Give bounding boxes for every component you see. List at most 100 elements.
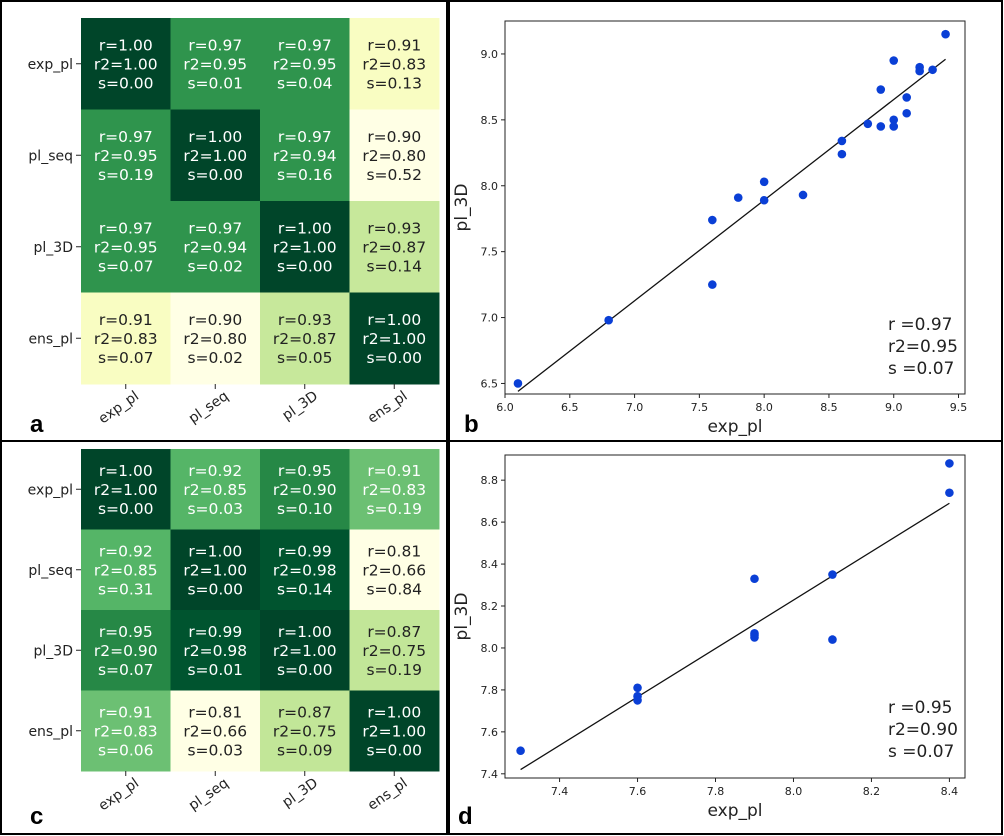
y-tick-label: 8.0: [481, 180, 499, 193]
data-point: [733, 193, 743, 202]
regression-line: [517, 58, 946, 392]
cell-value-r: r=1.00: [99, 462, 153, 480]
cell-value-r2: r2=0.87: [273, 330, 337, 348]
y-tick-label: 7.0: [481, 312, 499, 325]
cell-value-r: r=0.97: [188, 36, 242, 54]
cell-value-r2: r2=0.83: [362, 55, 426, 73]
cell-value-r: r=0.91: [99, 311, 153, 329]
cell-value-r: r=0.87: [278, 703, 332, 721]
cell-value-r: r=0.95: [278, 462, 332, 480]
plot-area: [504, 20, 966, 395]
cell-value-s: s=0.84: [366, 580, 422, 598]
cell-value-r: r=0.97: [99, 128, 153, 146]
cell-value-s: s=0.02: [187, 349, 243, 367]
data-point: [863, 119, 873, 129]
y-axis-label: pl_3D: [452, 593, 472, 641]
cell-value-r: r=0.99: [188, 623, 242, 641]
heatmap-cell: [260, 610, 350, 691]
heatmap-cell: [260, 201, 350, 293]
data-point: [915, 66, 924, 76]
data-point: [513, 379, 523, 388]
data-point: [837, 149, 847, 159]
cell-value-r2: r2=0.83: [94, 722, 158, 740]
cell-value-r2: r2=0.95: [94, 238, 158, 256]
x-tick-label: 8.0: [785, 785, 803, 798]
heatmap-cell: [349, 201, 440, 293]
data-point: [708, 215, 717, 225]
data-point: [889, 115, 899, 125]
data-point: [837, 136, 847, 146]
row-label: pl_3D: [34, 240, 73, 256]
y-tick-label: 8.6: [481, 516, 499, 529]
cell-value-r: r=0.81: [188, 703, 242, 721]
x-tick-label: 8.5: [820, 401, 838, 414]
cell-value-r: r=0.93: [278, 311, 332, 329]
cell-value-s: s=0.19: [98, 166, 154, 184]
data-point: [828, 570, 837, 579]
cell-value-r2: r2=0.90: [94, 642, 158, 660]
cell-value-r: r=0.92: [99, 542, 153, 560]
cell-value-r: r=0.97: [278, 36, 332, 54]
x-tick-label: 7.4: [551, 785, 569, 798]
cell-value-s: s=0.19: [366, 661, 422, 679]
data-point: [902, 108, 911, 118]
x-axis-label: exp_pl: [707, 801, 762, 821]
heatmap-cell: [349, 109, 440, 202]
cell-value-r2: r2=0.66: [362, 561, 426, 579]
cell-value-r2: r2=0.87: [362, 238, 426, 256]
cell-value-r: r=0.93: [367, 219, 421, 237]
cell-value-r: r=0.99: [278, 542, 332, 560]
cell-value-s: s=0.07: [98, 661, 154, 679]
heatmap-cell: [349, 610, 440, 691]
heatmap-cell: [81, 610, 171, 691]
cell-value-s: s=0.19: [366, 500, 422, 518]
y-tick-label: 7.8: [481, 684, 499, 697]
data-point: [941, 29, 950, 39]
cell-value-s: s=0.00: [366, 741, 422, 759]
panel-d-frame: [448, 440, 1003, 835]
heatmap-cell: [260, 690, 350, 772]
x-tick-label: 8.2: [863, 785, 881, 798]
row-label: exp_pl: [28, 482, 73, 498]
regression-line: [520, 502, 950, 771]
y-tick-label: 8.2: [481, 600, 499, 613]
cell-value-s: s=0.01: [187, 661, 243, 679]
cell-value-r2: r2=0.98: [183, 642, 247, 660]
cell-value-s: s=0.06: [98, 741, 154, 759]
cell-value-s: s=0.04: [277, 74, 333, 92]
heatmap-cell: [170, 292, 261, 385]
cell-value-r2: r2=0.75: [362, 642, 426, 660]
data-point: [750, 574, 759, 584]
cell-value-r2: r2=0.66: [183, 722, 247, 740]
x-tick-label: 8.4: [941, 785, 959, 798]
y-tick-label: 8.5: [481, 114, 499, 127]
x-tick-label: 8.0: [755, 401, 773, 414]
cell-value-r2: r2=0.94: [273, 147, 337, 165]
cell-value-r: r=0.90: [367, 128, 421, 146]
cell-value-r: r=0.87: [367, 623, 421, 641]
heatmap-cell: [81, 529, 171, 611]
data-point: [876, 85, 886, 94]
heatmap-cell: [349, 292, 440, 385]
cell-value-r2: r2=0.90: [273, 481, 337, 499]
x-tick-label: 7.8: [707, 785, 725, 798]
cell-value-r: r=1.00: [367, 703, 421, 721]
x-tick-label: 9.5: [950, 401, 968, 414]
cell-value-r2: r2=0.95: [273, 55, 337, 73]
y-tick-label: 7.4: [481, 768, 499, 781]
cell-value-s: s=0.14: [277, 580, 333, 598]
cell-value-r2: r2=1.00: [94, 481, 158, 499]
data-point: [759, 195, 769, 205]
heatmap-cell: [349, 690, 440, 772]
cell-value-s: s=0.03: [187, 500, 243, 518]
panel-c-frame: [0, 440, 448, 835]
panel-letter-b: b: [464, 411, 479, 438]
x-tick-label: 6.5: [561, 401, 579, 414]
stat-line: r2=0.95: [888, 337, 958, 357]
cell-value-s: s=0.16: [277, 166, 333, 184]
y-tick-label: 8.0: [481, 642, 499, 655]
cell-value-r2: r2=0.83: [362, 481, 426, 499]
heatmap-cell: [260, 292, 350, 385]
heatmap-cell: [170, 109, 261, 202]
